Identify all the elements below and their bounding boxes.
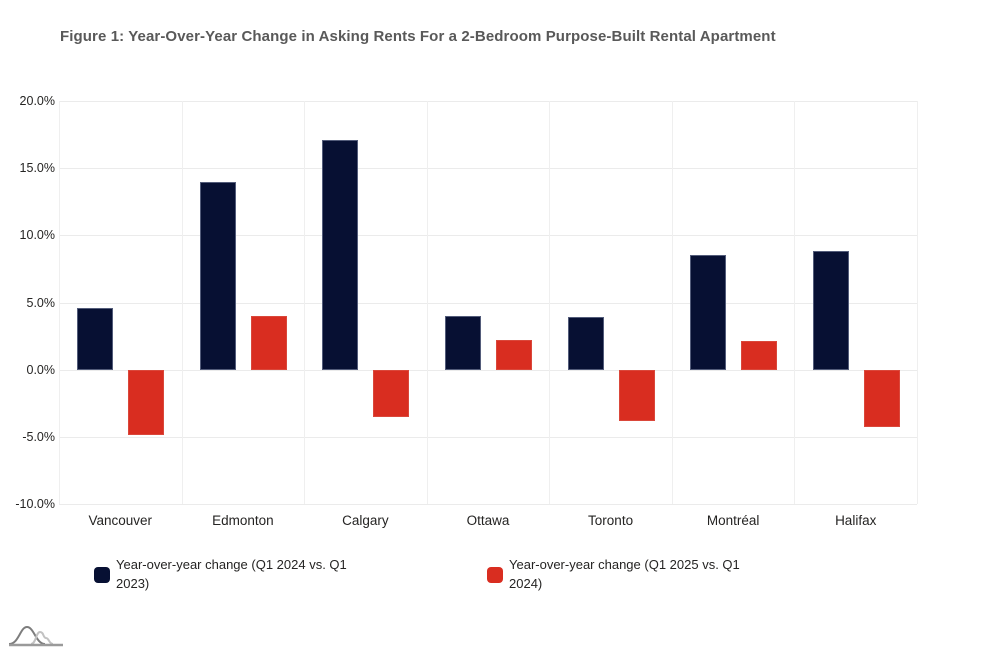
y-axis-tick-label: 0.0%	[26, 362, 56, 377]
bar-toronto-q1-2024[interactable]	[567, 317, 604, 370]
legend-label: Year-over-year change (Q1 2024 vs. Q1 20…	[116, 557, 347, 591]
v-gridline	[549, 101, 551, 504]
y-axis-tick-label: -10.0%	[15, 497, 55, 511]
bar-vancouver-q1-2025[interactable]	[128, 369, 165, 436]
y-axis-tick-label: -5.0%	[22, 429, 55, 444]
v-gridline	[59, 101, 60, 504]
bar-montreal-q1-2024[interactable]	[690, 255, 727, 370]
figure-title: Figure 1: Year-Over-Year Change in Askin…	[60, 28, 776, 45]
legend-item-q1-2024[interactable]: Year-over-year change (Q1 2024 vs. Q1 20…	[94, 556, 351, 593]
bar-halifax-q1-2024[interactable]	[812, 251, 849, 370]
bar-vancouver-q1-2024[interactable]	[77, 307, 114, 370]
v-gridline	[794, 101, 796, 504]
y-axis-tick-label: 10.0%	[19, 228, 55, 243]
h-gridline	[59, 369, 917, 371]
bar-chart-plot-area	[59, 101, 918, 505]
category-label-ottawa: Ottawa	[466, 513, 510, 528]
bar-calgary-q1-2025[interactable]	[373, 369, 410, 417]
bar-calgary-q1-2024[interactable]	[322, 139, 359, 370]
bar-toronto-q1-2025[interactable]	[618, 369, 655, 421]
legend-item-q1-2025[interactable]: Year-over-year change (Q1 2025 vs. Q1 20…	[487, 556, 744, 593]
v-gridline	[181, 101, 183, 504]
h-gridline	[59, 504, 917, 505]
v-gridline	[917, 101, 918, 504]
category-label-montreal: Montréal	[706, 513, 760, 528]
bar-ottawa-q1-2024[interactable]	[445, 315, 481, 370]
legend-swatch-q1-2024-icon	[94, 566, 110, 583]
v-gridline	[426, 101, 428, 504]
h-gridline	[59, 302, 917, 304]
category-label-vancouver: Vancouver	[88, 513, 153, 528]
bar-halifax-q1-2025[interactable]	[863, 369, 900, 428]
bar-edmonton-q1-2024[interactable]	[199, 181, 236, 370]
bar-ottawa-q1-2025[interactable]	[496, 340, 532, 370]
y-axis-tick-label: 15.0%	[19, 161, 55, 176]
h-gridline	[59, 168, 917, 170]
y-axis-tick-label: 20.0%	[19, 94, 55, 108]
h-gridline	[59, 101, 917, 102]
logo-curves-icon	[8, 625, 63, 647]
h-gridline	[59, 436, 917, 438]
category-label-halifax: Halifax	[835, 513, 877, 528]
h-gridline	[59, 235, 917, 237]
y-axis-tick-label: 5.0%	[26, 295, 56, 310]
legend-label: Year-over-year change (Q1 2025 vs. Q1 20…	[509, 557, 740, 591]
category-label-calgary: Calgary	[342, 513, 389, 528]
bar-montreal-q1-2025[interactable]	[741, 341, 778, 370]
category-label-toronto: Toronto	[588, 513, 634, 528]
legend-swatch-q1-2025-icon	[487, 566, 503, 583]
v-gridline	[671, 101, 673, 504]
bar-edmonton-q1-2025[interactable]	[250, 315, 287, 370]
v-gridline	[304, 101, 306, 504]
category-label-edmonton: Edmonton	[212, 513, 274, 528]
